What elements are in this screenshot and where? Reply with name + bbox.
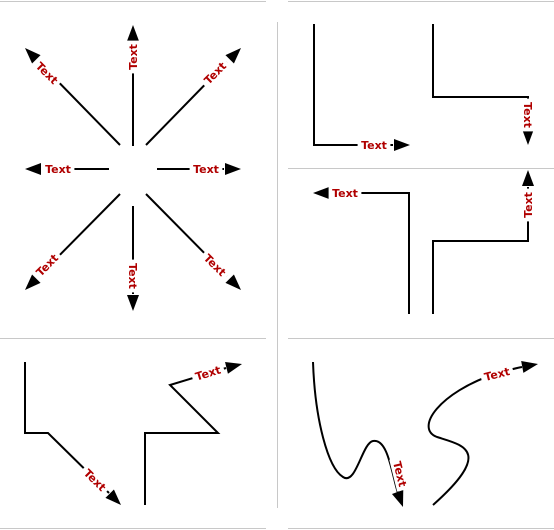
elbow-l-shape-label-text: Text	[361, 139, 387, 152]
elbow-step-down-label-bg	[521, 98, 535, 132]
panel-elbow-connectors-down: Text Text	[313, 24, 535, 152]
connector-polyline-zigzag[interactable]: Text	[144, 361, 242, 505]
connector-arrow-east[interactable]: Text	[157, 162, 241, 176]
polyline-zigzag-label-bg	[190, 361, 226, 385]
elbow-l-shape-arrowhead	[394, 139, 410, 151]
arrow-west-label: Text	[41, 162, 75, 176]
arrow-south-label-text: Text	[126, 263, 139, 289]
arrow-north-arrowhead	[127, 25, 139, 41]
panel-curved-connectors: Text Text	[312, 361, 538, 507]
arrow-southeast-arrowhead	[225, 274, 241, 290]
elbow-step-down-line	[432, 24, 529, 128]
panel-elbow-connectors-up: Text Text	[313, 170, 535, 314]
curve-s-up-label: Text	[479, 363, 515, 385]
elbow-up-left-label-bg	[328, 186, 362, 200]
polyline-zigzag-arrowhead	[225, 362, 242, 374]
curve-s-up-arrowhead	[521, 361, 538, 373]
elbow-step-down-label-text: Text	[521, 102, 534, 128]
arrow-east-label-text: Text	[193, 163, 219, 176]
arrow-east-label-bg	[189, 162, 223, 176]
connector-arrow-southeast[interactable]: Text	[145, 193, 241, 290]
elbow-up-left-label-text: Text	[332, 187, 358, 200]
connector-arrow-west[interactable]: Text	[25, 162, 109, 176]
arrow-south-label: Text	[126, 259, 140, 293]
elbow-up-right-label-bg	[521, 188, 535, 222]
connector-arrow-south[interactable]: Text	[126, 206, 140, 311]
arrow-northwest-label: Text	[30, 56, 64, 90]
arrow-south-label-bg	[126, 259, 140, 293]
arrow-southeast-label-bg	[198, 248, 232, 282]
curve-s-up-label-bg	[479, 363, 515, 385]
panel-radial-straight-arrows: Text Text Text Text Text Text Text Text	[25, 25, 241, 311]
arrow-west-label-text: Text	[45, 163, 71, 176]
arrow-northwest-arrowhead	[25, 48, 41, 64]
elbow-up-right-label-text: Text	[522, 192, 535, 218]
arrow-west-arrowhead	[25, 163, 41, 175]
curve-wave-down-label-bg	[389, 456, 411, 492]
elbow-step-down-label: Text	[521, 98, 535, 132]
connector-elbow-up-right[interactable]: Text	[432, 170, 535, 314]
elbow-up-left-label: Text	[328, 186, 362, 200]
connector-elbow-step-down[interactable]: Text	[432, 24, 535, 145]
arrow-northeast-label: Text	[198, 56, 232, 90]
arrow-southeast-label: Text	[198, 248, 232, 282]
connector-curve-wave-down[interactable]: Text	[312, 361, 411, 507]
elbow-up-right-arrowhead	[522, 170, 534, 186]
connector-polyline-diagonal[interactable]: Text	[24, 362, 121, 505]
polyline-zigzag-label: Text	[190, 361, 226, 385]
curve-wave-down-line	[312, 361, 399, 494]
arrow-northeast-label-bg	[198, 56, 232, 90]
polyline-zigzag-line	[144, 367, 227, 505]
arrow-east-arrowhead	[225, 163, 241, 175]
curve-wave-down-arrowhead	[391, 489, 404, 507]
arrow-southwest-label: Text	[30, 248, 64, 282]
arrow-southwest-arrowhead	[25, 274, 41, 290]
arrow-north-label-bg	[126, 40, 140, 74]
curve-wave-down-label: Text	[389, 456, 411, 492]
panel-polyline-connectors: Text Text	[24, 361, 242, 505]
polyline-diagonal-line	[24, 362, 110, 494]
connector-curve-s-up[interactable]: Text	[427, 361, 538, 506]
elbow-up-right-line	[432, 187, 529, 314]
curve-wave-down-label-text: Text	[390, 460, 409, 488]
elbow-l-shape-line	[313, 24, 393, 146]
elbow-up-right-label: Text	[521, 188, 535, 222]
arrow-northwest-label-bg	[30, 56, 64, 90]
elbow-up-left-arrowhead	[313, 187, 329, 199]
arrow-northeast-arrowhead	[225, 48, 241, 64]
connector-arrow-southwest[interactable]: Text	[25, 193, 121, 290]
connector-arrow-north[interactable]: Text	[126, 25, 140, 146]
elbow-l-shape-label: Text	[357, 138, 391, 152]
connector-arrow-northeast[interactable]: Text	[145, 48, 241, 146]
elbow-step-down-arrowhead	[522, 129, 534, 145]
curve-s-up-label-text: Text	[483, 365, 511, 384]
connector-elbow-l-shape[interactable]: Text	[313, 24, 410, 152]
polyline-diagonal-label-bg	[78, 463, 112, 497]
arrow-south-arrowhead	[127, 295, 139, 311]
arrow-north-label-text: Text	[127, 44, 140, 70]
polyline-diagonal-label: Text	[78, 463, 112, 497]
arrow-southwest-label-bg	[30, 248, 64, 282]
arrow-west-label-bg	[41, 162, 75, 176]
polyline-diagonal-arrowhead	[105, 489, 121, 505]
connector-arrow-northwest[interactable]: Text	[25, 48, 121, 146]
polyline-zigzag-label-text: Text	[194, 363, 223, 383]
connector-elbow-up-left[interactable]: Text	[313, 186, 410, 314]
arrow-east-label: Text	[189, 162, 223, 176]
elbow-l-shape-label-bg	[357, 138, 391, 152]
arrow-north-label: Text	[126, 40, 140, 74]
elbow-up-left-line	[330, 192, 410, 314]
curve-s-up-line	[427, 366, 523, 506]
